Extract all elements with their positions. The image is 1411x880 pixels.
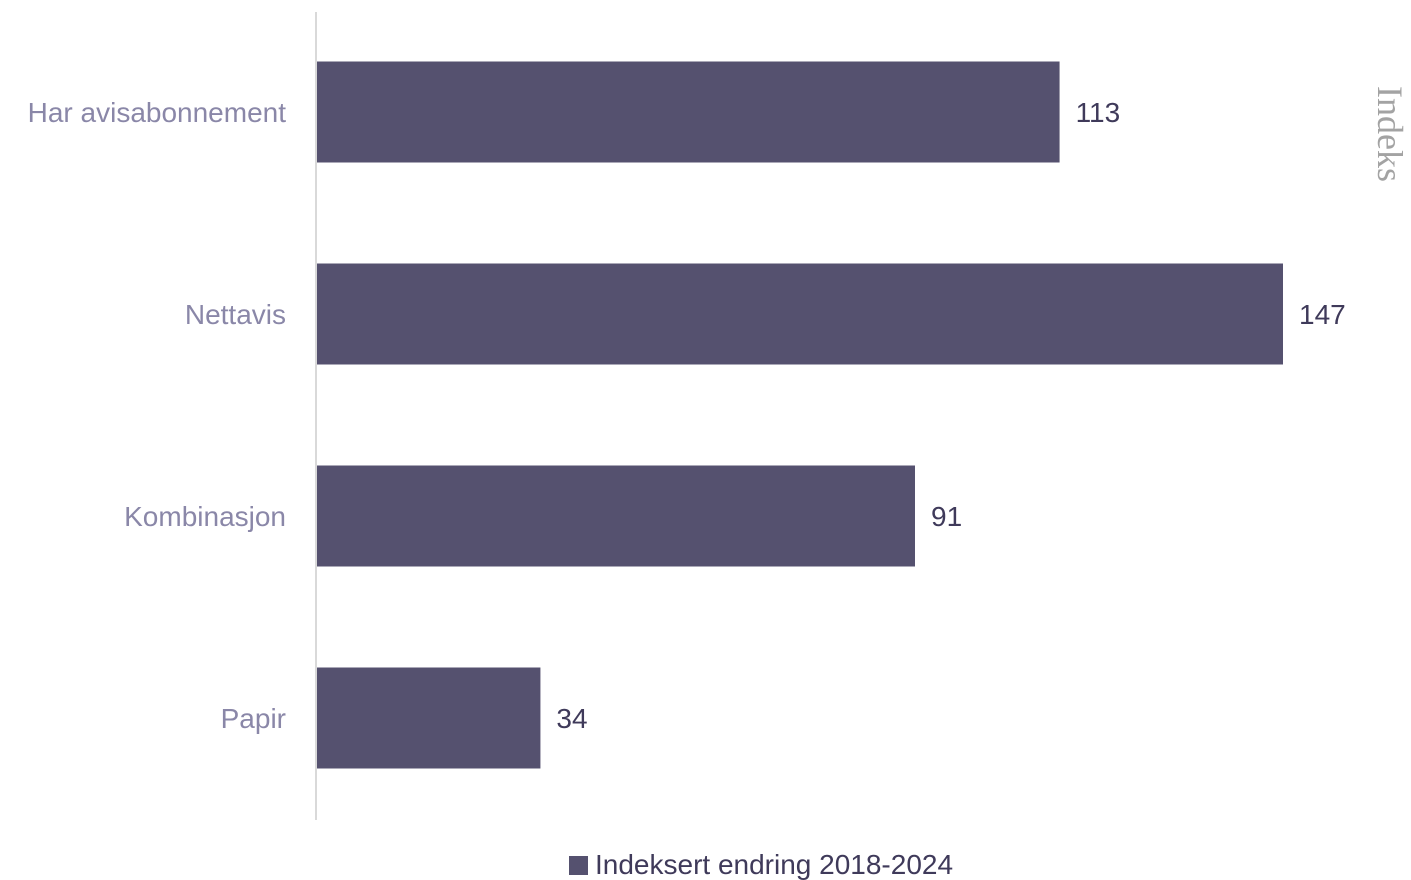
value-labels: 113 147 91 34	[556, 97, 1345, 734]
bar-papir	[317, 667, 541, 769]
category-label: Kombinasjon	[124, 501, 286, 532]
category-label: Har avisabonnement	[28, 97, 287, 128]
value-label: 147	[1299, 299, 1346, 330]
category-label: Papir	[221, 703, 286, 734]
value-label: 91	[931, 501, 962, 532]
bars-group	[317, 61, 1283, 769]
category-labels: Har avisabonnement Nettavis Kombinasjon Pap…	[28, 97, 287, 734]
bar-har-avisabonnement	[317, 61, 1060, 163]
value-label: 113	[1076, 97, 1121, 128]
side-axis-title: Indeks	[1370, 86, 1410, 182]
legend-series-label: Indeksert endring 2018-2024	[595, 849, 953, 880]
legend: Indeksert endring 2018-2024	[569, 849, 953, 880]
bar-kombinasjon	[317, 465, 915, 567]
value-label: 34	[556, 703, 587, 734]
bar-nettavis	[317, 263, 1283, 365]
category-label: Nettavis	[185, 299, 286, 330]
legend-swatch	[569, 856, 588, 875]
